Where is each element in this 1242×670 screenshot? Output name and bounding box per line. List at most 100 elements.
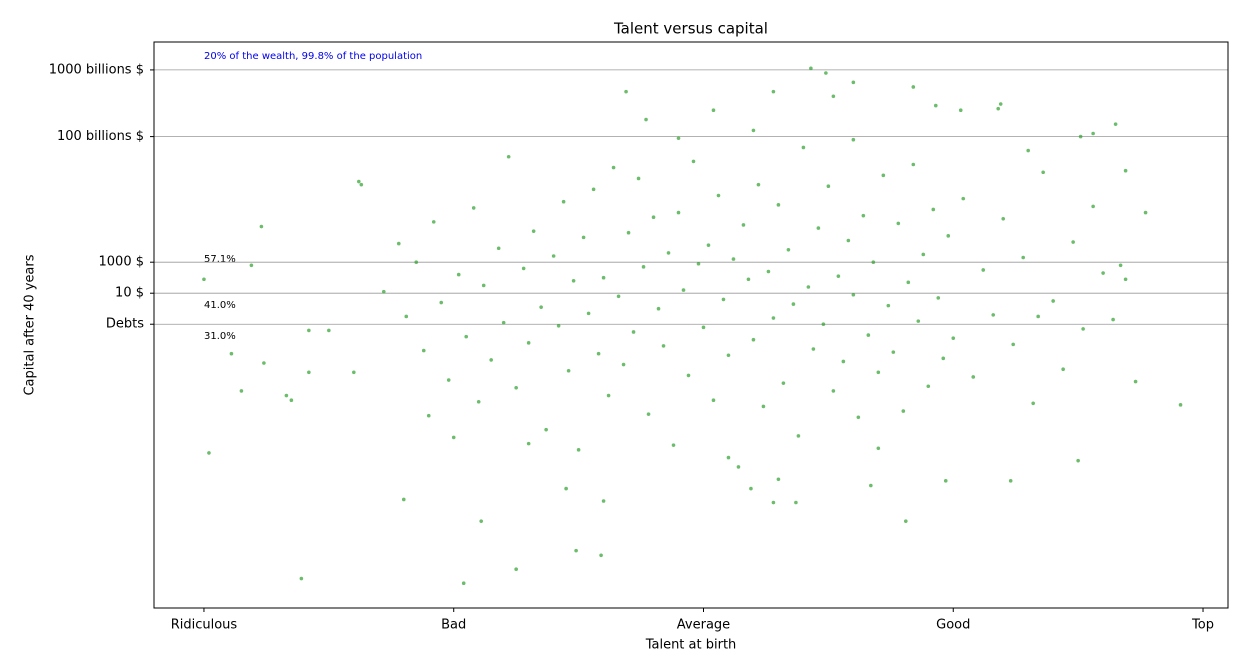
point (861, 213, 866, 218)
point (651, 215, 656, 220)
point (851, 80, 856, 85)
point (601, 499, 606, 503)
point (581, 235, 586, 240)
point (401, 497, 406, 502)
point (576, 448, 581, 452)
point (646, 412, 651, 416)
point (901, 409, 906, 413)
point (831, 389, 836, 393)
point (851, 292, 856, 297)
point (531, 229, 536, 233)
point (357, 179, 361, 184)
point (586, 311, 591, 316)
point (911, 162, 916, 167)
point (239, 389, 244, 393)
point (471, 206, 476, 210)
point (826, 184, 831, 189)
point (207, 451, 211, 455)
point (696, 261, 701, 266)
point (981, 268, 986, 272)
point (289, 398, 294, 403)
point (644, 117, 648, 122)
point (936, 296, 941, 300)
x-tick-label: Bad (441, 618, 466, 633)
point (831, 94, 836, 99)
point (616, 294, 621, 299)
point (941, 356, 946, 361)
point (946, 234, 951, 238)
point (1091, 204, 1095, 209)
point (431, 220, 436, 224)
point (876, 446, 881, 451)
point (611, 165, 616, 170)
point (706, 243, 711, 247)
point (666, 251, 671, 255)
point (766, 269, 771, 274)
point (506, 154, 511, 159)
point (841, 359, 846, 364)
point (1051, 299, 1055, 303)
y-tick-label: Debts (106, 317, 144, 332)
point (1081, 327, 1085, 331)
point (451, 435, 456, 440)
point (911, 85, 916, 89)
point (656, 306, 661, 311)
point (262, 361, 266, 365)
point (561, 199, 566, 204)
point (856, 415, 861, 420)
point (574, 548, 578, 553)
point (731, 257, 736, 261)
point (824, 71, 828, 75)
point (1143, 210, 1148, 215)
point (711, 108, 716, 113)
point (721, 297, 726, 302)
point (816, 226, 821, 230)
point (464, 334, 469, 339)
point (756, 182, 761, 187)
point (896, 221, 901, 226)
point (871, 260, 876, 264)
point (771, 500, 776, 505)
point (726, 353, 731, 358)
point (641, 265, 646, 269)
point (514, 386, 518, 390)
point (299, 576, 304, 581)
point (1123, 168, 1128, 173)
point (671, 443, 676, 447)
point (501, 320, 506, 325)
point (711, 398, 716, 403)
point (751, 128, 756, 133)
point (456, 272, 461, 277)
point (284, 393, 289, 398)
point (1178, 403, 1183, 407)
point (476, 399, 481, 404)
annotation: 20% of the wealth, 99.8% of the populati… (204, 51, 422, 62)
point (229, 351, 234, 356)
point (566, 368, 571, 373)
point (1008, 479, 1013, 483)
point (1021, 255, 1025, 260)
point (691, 159, 696, 164)
y-tick-label: 1000 $ (99, 255, 145, 270)
point (796, 434, 801, 438)
point (626, 230, 631, 235)
point (794, 500, 798, 505)
point (933, 103, 938, 108)
point (599, 553, 603, 558)
point (686, 373, 691, 378)
point (891, 350, 896, 354)
point (701, 325, 706, 330)
point (761, 404, 766, 409)
point (259, 224, 264, 229)
annotation: 31.0% (204, 331, 236, 342)
x-tick-label: Average (677, 618, 730, 633)
point (776, 203, 781, 207)
point (676, 210, 681, 215)
point (906, 280, 911, 285)
point (1076, 458, 1080, 463)
point (1118, 263, 1123, 268)
point (307, 328, 311, 333)
point (461, 581, 466, 585)
point (726, 455, 731, 460)
point (496, 246, 501, 251)
